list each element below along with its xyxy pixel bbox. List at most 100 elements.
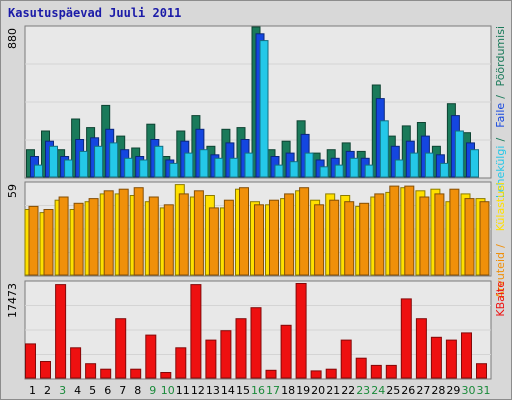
bar-bottom-kbaite-day14: [220, 330, 232, 379]
bar-bottom-kbaite-day30: [461, 332, 472, 379]
x-tick-label-day26: 26: [401, 384, 415, 397]
x-tick-label-day10: 10: [161, 384, 175, 397]
bar-bottom-kbaite-day8: [130, 368, 142, 379]
bar-top-lehekülgi-day29: [454, 130, 464, 178]
legend-pöördumisi-label: Pöördumisi: [494, 26, 507, 87]
x-tick-label-day18: 18: [281, 384, 295, 397]
bar-bottom-kbaite-day19: [295, 283, 307, 379]
bar-top-lehekülgi-day26: [409, 152, 419, 178]
x-tick-label-day19: 19: [296, 384, 310, 397]
bar-middle-arvuteid-day3: [58, 196, 69, 276]
bar-middle-arvuteid-day10: [163, 204, 174, 276]
bar-middle-arvuteid-day4: [73, 202, 84, 276]
bar-bottom-kbaite-day17: [265, 369, 277, 379]
bar-top-lehekülgi-day22: [349, 157, 359, 178]
bar-top-lehekülgi-day11: [184, 152, 194, 178]
bar-bottom-kbaite-day27: [415, 318, 427, 379]
bar-middle-arvuteid-day30: [464, 198, 475, 276]
y-max-label-top: 880: [6, 28, 19, 49]
bar-middle-arvuteid-day28: [434, 193, 445, 276]
bar-middle-arvuteid-day9: [148, 196, 159, 276]
bar-middle-arvuteid-day27: [419, 196, 430, 276]
bar-middle-arvuteid-day25: [389, 185, 400, 276]
x-tick-label-day16: 16: [251, 384, 265, 397]
bar-bottom-kbaite-day18: [280, 324, 292, 379]
bar-bottom-kbaite-day24: [370, 364, 382, 379]
bar-bottom-kbaite-day29: [445, 339, 457, 379]
bar-top-lehekülgi-day21: [334, 164, 344, 178]
x-tick-label-day11: 11: [176, 384, 190, 397]
bar-middle-arvuteid-day17: [269, 199, 279, 276]
bar-middle-arvuteid-day5: [88, 198, 99, 276]
bar-middle-arvuteid-day19: [299, 187, 310, 276]
y-max-label-middle: 59: [6, 184, 19, 198]
bar-middle-arvuteid-day20: [314, 204, 325, 276]
x-tick-label-day9: 9: [149, 384, 156, 397]
x-tick-label-day20: 20: [311, 384, 325, 397]
bar-top-lehekülgi-day30: [470, 149, 479, 178]
bar-middle-arvuteid-day16: [254, 204, 264, 276]
bar-bottom-kbaite-day26: [400, 298, 412, 379]
bar-middle-arvuteid-day21: [329, 199, 340, 276]
bar-top-lehekülgi-day23: [364, 164, 374, 178]
bar-top-lehekülgi-day28: [439, 162, 449, 178]
bar-bottom-kbaite-day5: [85, 363, 97, 379]
bar-top-lehekülgi-day7: [124, 157, 134, 178]
bar-bottom-kbaite-day31: [476, 363, 487, 379]
bar-top-lehekülgi-day19: [304, 152, 314, 178]
bar-bottom-kbaite-day22: [340, 339, 352, 379]
bar-bottom-kbaite-day7: [115, 318, 127, 379]
bar-middle-arvuteid-day13: [208, 207, 219, 276]
legend--label: /: [494, 244, 507, 248]
y-max-label-bottom: 17473: [6, 283, 19, 318]
x-tick-label-day27: 27: [416, 384, 430, 397]
bar-top-lehekülgi-day18: [289, 161, 299, 178]
x-tick-label-day7: 7: [119, 384, 126, 397]
bar-top-lehekülgi-day15: [244, 152, 254, 178]
bar-middle-arvuteid-day26: [404, 185, 415, 276]
bar-bottom-kbaite-day21: [325, 368, 337, 379]
bar-top-lehekülgi-day12: [199, 149, 209, 178]
bar-top-lehekülgi-day1: [34, 164, 43, 178]
bar-top-lehekülgi-day25: [394, 159, 404, 178]
bar-bottom-kbaite-day12: [190, 284, 202, 379]
bar-top-lehekülgi-day9: [154, 145, 164, 178]
bar-bottom-kbaite-day4: [70, 347, 82, 379]
bar-top-lehekülgi-day20: [319, 166, 329, 178]
x-tick-label-day30: 30: [462, 384, 476, 397]
bar-top-lehekülgi-day16: [259, 40, 269, 178]
bar-bottom-kbaite-day15: [235, 318, 247, 379]
bar-middle-arvuteid-day12: [193, 190, 204, 276]
x-tick-label-day4: 4: [74, 384, 81, 397]
bar-top-lehekülgi-day27: [424, 152, 434, 178]
bar-middle-arvuteid-day1: [28, 205, 39, 276]
x-tick-label-day31: 31: [477, 384, 491, 397]
bar-top-lehekülgi-day17: [274, 164, 284, 178]
legend--label: /: [494, 95, 507, 99]
bar-bottom-kbaite-day11: [175, 347, 187, 379]
bar-top-lehekülgi-day6: [109, 142, 119, 178]
bar-top-lehekülgi-day2: [49, 145, 58, 178]
bar-bottom-kbaite-day25: [385, 364, 397, 379]
bar-middle-arvuteid-day7: [118, 188, 129, 276]
bar-middle-arvuteid-day18: [284, 193, 295, 276]
bar-top-lehekülgi-day8: [139, 159, 149, 178]
bar-bottom-kbaite-day23: [355, 357, 367, 379]
legend--label: /: [494, 138, 507, 142]
x-tick-label-day23: 23: [356, 384, 370, 397]
bar-top-lehekülgi-day24: [379, 120, 389, 178]
bar-top-lehekülgi-day14: [229, 157, 239, 178]
bar-middle-arvuteid-day22: [344, 201, 355, 276]
legend-kbaite-label: KBaite: [494, 281, 507, 317]
x-tick-label-day17: 17: [266, 384, 280, 397]
x-tick-label-day13: 13: [206, 384, 220, 397]
x-tick-label-day24: 24: [371, 384, 385, 397]
x-tick-label-day22: 22: [341, 384, 355, 397]
chart-title: Kasutuspäevad Juuli 2011: [8, 6, 182, 20]
bar-middle-arvuteid-day23: [359, 202, 370, 276]
bar-middle-arvuteid-day8: [133, 187, 144, 276]
bar-bottom-kbaite-day3: [55, 284, 67, 379]
x-tick-label-day15: 15: [236, 384, 250, 397]
